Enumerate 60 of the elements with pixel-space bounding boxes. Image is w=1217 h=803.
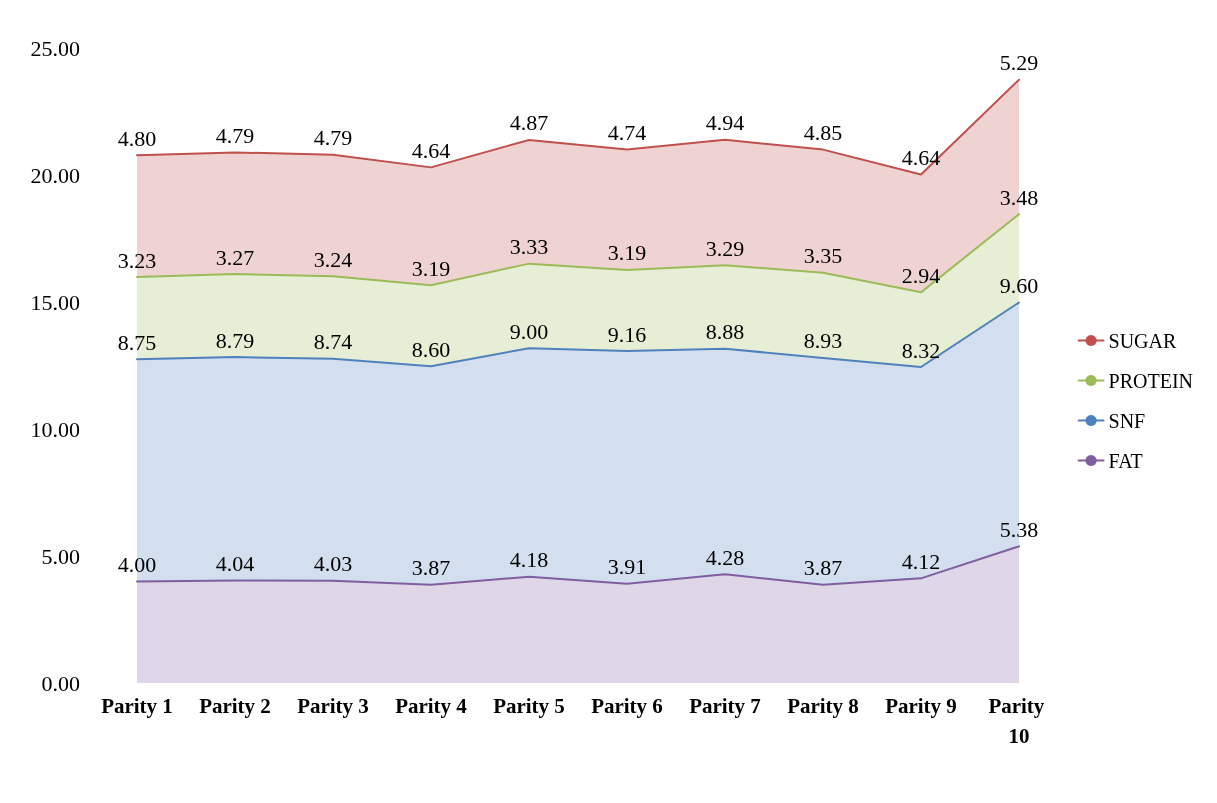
- data-label: 5.29: [999, 50, 1039, 76]
- y-tick-label: 15.00: [30, 289, 80, 315]
- data-label: 4.80: [117, 125, 157, 151]
- x-tick-label: Parity 9: [885, 694, 957, 718]
- data-label: 4.87: [509, 110, 549, 136]
- y-tick-label: 20.00: [30, 162, 80, 188]
- data-label: 4.12: [901, 548, 941, 574]
- x-tick-label: Parity 3: [297, 694, 369, 718]
- data-label: 4.64: [901, 144, 941, 170]
- data-label: 8.74: [313, 329, 353, 355]
- data-label: 3.48: [999, 184, 1039, 210]
- data-label: 4.04: [215, 550, 255, 576]
- data-label: 9.16: [607, 321, 647, 347]
- data-label: 3.19: [607, 240, 647, 266]
- data-label: 4.85: [803, 120, 843, 146]
- x-tick-label: Parity 7: [689, 694, 761, 718]
- data-label: 8.60: [411, 336, 451, 362]
- data-label: 2.94: [901, 262, 941, 288]
- data-label: 3.87: [803, 555, 843, 581]
- x-tick-label: Parity 4: [395, 694, 468, 718]
- data-label: 9.60: [999, 273, 1039, 299]
- x-tick-label: Parity 5: [493, 694, 565, 718]
- data-label: 4.79: [215, 122, 255, 148]
- y-tick-label: 5.00: [41, 543, 80, 569]
- data-label: 4.64: [411, 137, 451, 163]
- data-label: 9.00: [509, 318, 549, 344]
- data-label: 3.27: [215, 244, 255, 270]
- x-tick-label: Parity 10: [988, 694, 1050, 748]
- data-label: 4.00: [117, 551, 157, 577]
- data-label: 8.32: [901, 337, 941, 363]
- data-label: 3.87: [411, 555, 451, 581]
- data-label: 4.74: [607, 120, 647, 146]
- data-label: 3.29: [705, 235, 745, 261]
- y-tick-label: 25.00: [30, 35, 80, 61]
- x-tick-label: Parity 1: [101, 694, 173, 718]
- data-label: 5.38: [999, 516, 1039, 542]
- x-tick-label: Parity 2: [199, 694, 271, 718]
- data-label: 4.94: [705, 110, 745, 136]
- x-tick-label: Parity 8: [787, 694, 859, 718]
- y-tick-label: 0.00: [41, 670, 80, 696]
- legend-label: PROTEIN: [1108, 369, 1194, 392]
- data-label: 3.19: [411, 255, 451, 281]
- legend-label: FAT: [1108, 449, 1143, 472]
- data-label: 4.28: [705, 544, 745, 570]
- data-label: 8.75: [117, 329, 157, 355]
- data-label: 4.03: [313, 551, 353, 577]
- data-label: 4.79: [313, 125, 353, 151]
- data-label: 3.33: [509, 234, 549, 260]
- data-label: 3.91: [607, 554, 647, 580]
- y-tick-label: 10.00: [30, 416, 80, 442]
- legend-label: SUGAR: [1108, 329, 1178, 352]
- data-label: 8.93: [803, 328, 843, 354]
- legend-label: SNF: [1108, 409, 1146, 432]
- data-label: 8.88: [705, 319, 745, 345]
- data-label: 8.79: [215, 327, 255, 353]
- data-label: 3.35: [803, 243, 843, 269]
- data-label: 4.18: [509, 547, 549, 573]
- data-label: 3.23: [117, 247, 157, 273]
- x-tick-label: Parity 6: [591, 694, 663, 718]
- data-label: 3.24: [313, 246, 353, 272]
